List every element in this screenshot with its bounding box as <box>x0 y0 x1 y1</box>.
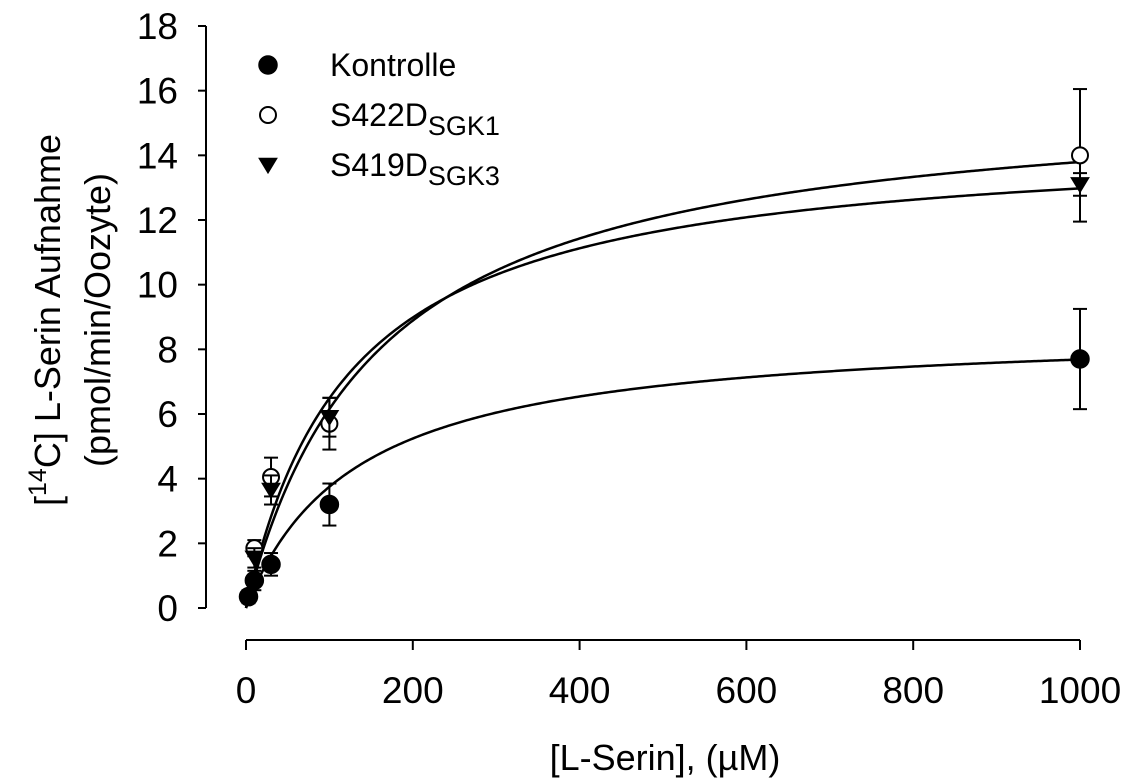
legend-label: S419DSGK3 <box>330 147 500 191</box>
y-tick-label: 14 <box>137 135 178 176</box>
fit-curve <box>244 358 1081 609</box>
y-tick-label: 2 <box>157 523 178 564</box>
y-tick-label: 0 <box>157 588 178 629</box>
y-tick-label: 6 <box>157 394 178 435</box>
y-tick-label: 12 <box>137 200 178 241</box>
y-tick-label: 4 <box>157 459 178 500</box>
data-point <box>244 570 265 591</box>
data-point <box>319 409 340 427</box>
legend-marker <box>259 106 277 124</box>
legend-marker <box>258 157 278 175</box>
x-tick-label: 600 <box>716 670 778 711</box>
y-tick-label: 8 <box>157 329 178 370</box>
data-points <box>238 88 1090 607</box>
fit-curve <box>244 187 1081 609</box>
y-axis-title: [14C] L-Serin Aufnahme <box>24 134 68 506</box>
x-tick-label: 400 <box>549 670 611 711</box>
legend-label: Kontrolle <box>330 47 456 83</box>
data-point <box>1070 177 1090 194</box>
data-point <box>261 482 281 500</box>
data-point <box>244 550 265 567</box>
x-axis: 0 200 400 600 800 1000 <box>236 639 1121 711</box>
data-point <box>261 554 281 575</box>
legend-label: S422DSGK1 <box>330 97 500 141</box>
data-point <box>319 494 340 515</box>
x-tick-label: 1000 <box>1039 670 1121 711</box>
data-point <box>1070 349 1090 369</box>
y-axis-title-units: (pmol/min/Oozyte) <box>77 173 118 467</box>
x-tick-label: 0 <box>236 670 257 711</box>
legend: Kontrolle S422DSGK1 S419DSGK3 <box>258 47 500 191</box>
data-point <box>1071 146 1089 165</box>
y-axis: 0 2 4 6 8 10 12 14 16 18 <box>137 6 207 629</box>
fit-curve <box>244 160 1081 609</box>
legend-marker <box>258 55 278 75</box>
y-tick-label: 16 <box>137 71 178 112</box>
fit-curves <box>244 160 1081 609</box>
y-tick-label: 10 <box>137 265 178 306</box>
x-tick-label: 800 <box>882 670 944 711</box>
x-axis-title: [L-Serin], (µM) <box>550 737 781 778</box>
y-tick-label: 18 <box>137 6 178 47</box>
x-tick-label: 200 <box>382 670 444 711</box>
